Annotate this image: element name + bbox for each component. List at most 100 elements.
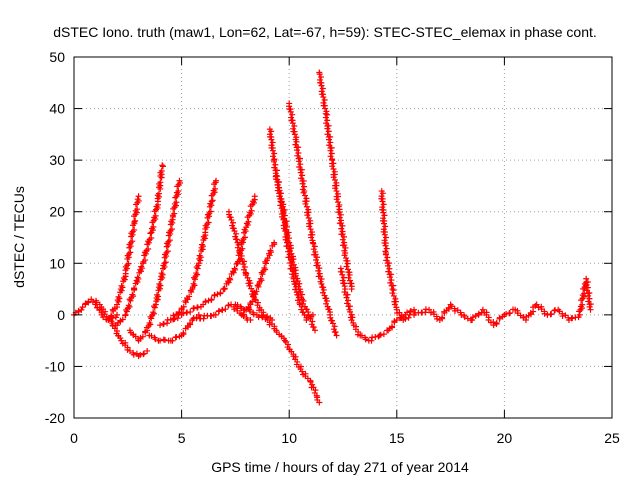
data-point bbox=[376, 332, 383, 339]
data-point bbox=[347, 280, 354, 287]
data-point bbox=[323, 297, 330, 304]
data-point bbox=[135, 193, 142, 200]
y-tick-label: -10 bbox=[45, 358, 65, 374]
data-point bbox=[148, 332, 155, 339]
data-point bbox=[238, 247, 245, 254]
data-point bbox=[211, 291, 218, 298]
data-point bbox=[75, 307, 82, 314]
data-point bbox=[381, 212, 388, 219]
data-point bbox=[469, 314, 476, 321]
data-point bbox=[233, 230, 240, 237]
data-point bbox=[390, 292, 397, 299]
data-point bbox=[272, 161, 279, 168]
data-point bbox=[271, 164, 278, 171]
data-point bbox=[587, 301, 594, 308]
data-point bbox=[193, 270, 200, 277]
data-point bbox=[332, 185, 339, 192]
data-point bbox=[259, 314, 266, 321]
data-point bbox=[584, 278, 591, 285]
data-point bbox=[387, 279, 394, 286]
data-point bbox=[196, 252, 203, 259]
data-point bbox=[343, 263, 350, 270]
data-point bbox=[281, 337, 288, 344]
data-point bbox=[297, 169, 304, 176]
data-point bbox=[187, 320, 194, 327]
data-point bbox=[140, 351, 147, 358]
y-tick-label: 20 bbox=[49, 204, 65, 220]
data-point bbox=[208, 198, 215, 205]
data-point bbox=[134, 274, 141, 281]
data-point bbox=[134, 206, 141, 213]
series-10 bbox=[225, 208, 275, 324]
data-point bbox=[209, 197, 216, 204]
data-point bbox=[324, 111, 331, 118]
data-point bbox=[585, 292, 592, 299]
data-point bbox=[383, 257, 390, 264]
data-point bbox=[152, 212, 159, 219]
data-point bbox=[277, 190, 284, 197]
x-tick-label: 20 bbox=[497, 430, 513, 446]
data-point bbox=[368, 337, 375, 344]
data-point bbox=[322, 105, 329, 112]
data-point bbox=[246, 308, 253, 315]
data-point bbox=[388, 271, 395, 278]
data-point bbox=[231, 265, 238, 272]
data-point bbox=[290, 128, 297, 135]
data-point bbox=[290, 256, 297, 263]
data-point bbox=[326, 142, 333, 149]
x-tick-label: 0 bbox=[70, 430, 78, 446]
data-point bbox=[379, 206, 386, 213]
x-tick-label: 25 bbox=[604, 430, 620, 446]
y-tick-label: 30 bbox=[49, 152, 65, 168]
data-point bbox=[333, 196, 340, 203]
data-point bbox=[175, 187, 182, 194]
y-tick-label: -20 bbox=[45, 410, 65, 426]
data-point bbox=[381, 231, 388, 238]
data-point bbox=[125, 302, 132, 309]
data-point bbox=[407, 307, 414, 314]
x-tick-label: 15 bbox=[389, 430, 405, 446]
data-point bbox=[559, 313, 566, 320]
data-point bbox=[349, 314, 356, 321]
data-point bbox=[338, 220, 345, 227]
data-point bbox=[344, 300, 351, 307]
data-point bbox=[303, 198, 310, 205]
data-point bbox=[319, 85, 326, 92]
data-point bbox=[129, 238, 136, 245]
data-point bbox=[269, 139, 276, 146]
series-12 bbox=[238, 239, 278, 318]
data-point bbox=[380, 228, 387, 235]
data-point bbox=[222, 306, 229, 313]
data-point bbox=[331, 328, 338, 335]
data-point bbox=[445, 304, 452, 311]
data-point bbox=[586, 290, 593, 297]
data-point bbox=[382, 242, 389, 249]
data-point bbox=[267, 133, 274, 140]
data-point bbox=[378, 195, 385, 202]
data-point bbox=[311, 243, 318, 250]
data-point bbox=[422, 309, 429, 316]
data-point bbox=[337, 211, 344, 218]
data-point bbox=[379, 198, 386, 205]
data-point bbox=[158, 168, 165, 175]
data-point bbox=[142, 257, 149, 264]
x-axis-label: GPS time / hours of day 271 of year 2014 bbox=[211, 459, 469, 475]
data-point bbox=[213, 177, 220, 184]
data-point bbox=[289, 120, 296, 127]
data-point bbox=[119, 316, 126, 323]
data-point bbox=[285, 229, 292, 236]
data-point bbox=[402, 315, 409, 322]
data-point bbox=[506, 309, 513, 316]
series-7 bbox=[167, 177, 220, 324]
data-point bbox=[323, 120, 330, 127]
data-point bbox=[310, 323, 317, 330]
data-point bbox=[585, 298, 592, 305]
data-point bbox=[268, 128, 275, 135]
data-point bbox=[137, 351, 144, 358]
data-point bbox=[344, 260, 351, 267]
data-point bbox=[324, 125, 331, 132]
data-point bbox=[579, 301, 586, 308]
data-point bbox=[318, 280, 325, 287]
data-point bbox=[344, 291, 351, 298]
data-point bbox=[379, 217, 386, 224]
